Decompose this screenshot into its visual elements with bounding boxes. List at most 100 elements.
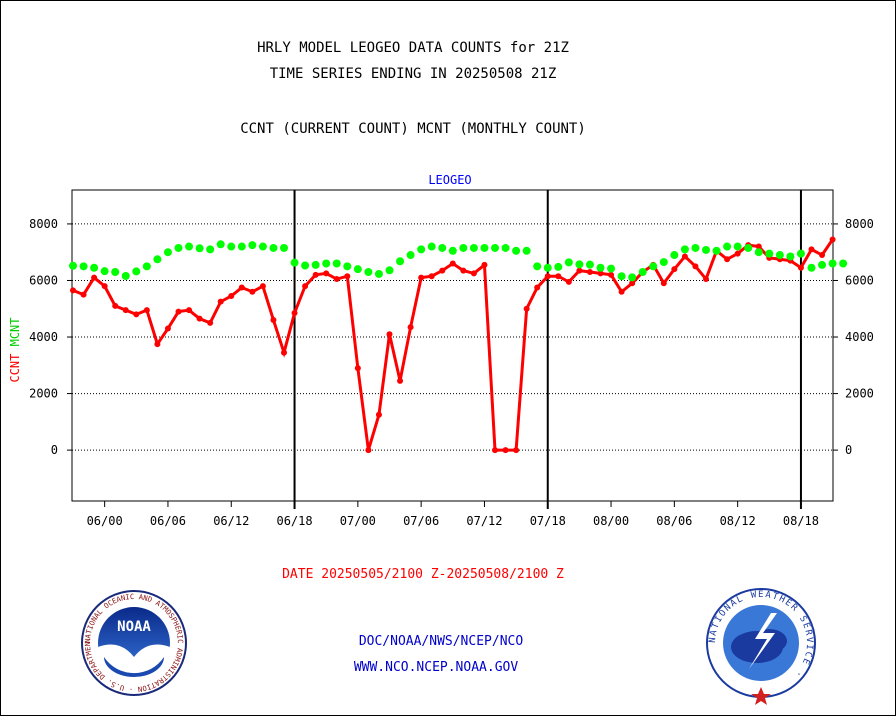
data-point-mcnt bbox=[206, 245, 215, 254]
data-point-ccnt bbox=[133, 311, 140, 318]
data-point-ccnt bbox=[312, 271, 319, 278]
data-point-mcnt bbox=[290, 258, 299, 267]
data-point-mcnt bbox=[617, 272, 626, 281]
plot-title: LEOGEO bbox=[428, 173, 471, 187]
data-point-mcnt bbox=[775, 251, 784, 260]
data-point-ccnt bbox=[354, 365, 361, 372]
org-path-link[interactable]: DOC/NOAA/NWS/NCEP/NCO bbox=[359, 634, 524, 649]
data-point-mcnt bbox=[427, 242, 436, 251]
y-tick-label-left: 6000 bbox=[29, 273, 58, 287]
y-axis-label: CCNT MCNT bbox=[8, 317, 22, 382]
y-axis: 0 0 2000 2000 4000 4000 6000 6000 8000 8000 bbox=[29, 217, 874, 457]
data-point-mcnt bbox=[670, 251, 679, 260]
data-point-ccnt bbox=[70, 287, 76, 294]
nws-logo[interactable]: NATIONAL WEATHER SERVICE · bbox=[706, 588, 816, 705]
data-point-mcnt bbox=[301, 261, 310, 270]
data-point-ccnt bbox=[576, 267, 583, 274]
data-point-mcnt bbox=[554, 262, 563, 271]
data-point-ccnt bbox=[164, 325, 171, 332]
date-range: DATE 20250505/2100 Z-20250508/2100 Z bbox=[282, 567, 564, 582]
data-point-ccnt bbox=[829, 236, 836, 243]
data-point-mcnt bbox=[385, 266, 394, 275]
data-point-ccnt bbox=[101, 283, 108, 290]
data-point-mcnt bbox=[374, 269, 383, 278]
data-point-ccnt bbox=[819, 252, 826, 259]
data-point-mcnt bbox=[258, 242, 267, 251]
data-point-ccnt bbox=[460, 267, 467, 274]
data-point-mcnt bbox=[754, 248, 763, 257]
data-point-mcnt bbox=[828, 259, 837, 268]
noaa-logo[interactable]: NATIONAL OCEANIC AND ATMOSPHERIC ADMINIS… bbox=[81, 590, 187, 696]
data-point-mcnt bbox=[343, 262, 352, 271]
data-point-mcnt bbox=[638, 267, 647, 276]
y-tick-label-right: 8000 bbox=[845, 217, 874, 231]
data-point-ccnt bbox=[534, 284, 541, 291]
data-point-ccnt bbox=[629, 280, 636, 287]
data-point-mcnt bbox=[311, 260, 320, 269]
data-point-ccnt bbox=[470, 270, 477, 277]
data-point-ccnt bbox=[249, 288, 256, 295]
data-point-ccnt bbox=[186, 307, 193, 314]
data-point-ccnt bbox=[439, 267, 446, 274]
data-point-ccnt bbox=[207, 319, 214, 326]
data-point-mcnt bbox=[280, 243, 288, 252]
data-point-ccnt bbox=[196, 315, 203, 322]
y-tick-label-left: 0 bbox=[51, 443, 58, 457]
x-tick-label: 08/12 bbox=[720, 514, 756, 528]
y-tick-label-right: 0 bbox=[845, 443, 852, 457]
data-point-mcnt bbox=[818, 260, 827, 269]
website-link[interactable]: WWW.NCO.NCEP.NOAA.GOV bbox=[354, 660, 519, 675]
data-point-mcnt bbox=[712, 246, 721, 255]
data-point-mcnt bbox=[69, 261, 77, 270]
x-tick-label: 06/18 bbox=[276, 514, 312, 528]
data-point-ccnt bbox=[428, 273, 435, 280]
data-point-ccnt bbox=[502, 447, 509, 454]
data-point-ccnt bbox=[175, 308, 182, 315]
y-tick-label-right: 4000 bbox=[845, 330, 874, 344]
data-point-mcnt bbox=[195, 244, 204, 253]
data-point-ccnt bbox=[544, 273, 551, 280]
data-point-ccnt bbox=[80, 291, 87, 298]
data-point-mcnt bbox=[564, 258, 573, 267]
data-point-ccnt bbox=[734, 250, 741, 257]
data-point-mcnt bbox=[185, 242, 194, 251]
data-point-mcnt bbox=[786, 252, 795, 261]
data-point-ccnt bbox=[703, 276, 709, 283]
data-point-mcnt bbox=[723, 242, 732, 251]
data-point-ccnt bbox=[375, 411, 382, 418]
data-point-mcnt bbox=[248, 241, 257, 250]
data-point-mcnt bbox=[353, 265, 362, 274]
data-point-mcnt bbox=[607, 264, 616, 273]
data-point-ccnt bbox=[481, 261, 488, 268]
data-point-ccnt bbox=[555, 273, 562, 280]
data-point-ccnt bbox=[565, 278, 572, 285]
data-point-mcnt bbox=[543, 263, 552, 272]
data-point-ccnt bbox=[618, 288, 625, 295]
data-point-ccnt bbox=[217, 298, 224, 305]
data-point-mcnt bbox=[702, 245, 710, 254]
data-point-ccnt bbox=[323, 270, 330, 277]
series-line-ccnt bbox=[72, 238, 834, 452]
y-tick-label-right: 2000 bbox=[845, 387, 874, 401]
data-point-mcnt bbox=[522, 246, 531, 255]
data-point-ccnt bbox=[333, 276, 340, 283]
data-point-mcnt bbox=[364, 267, 373, 276]
data-point-ccnt bbox=[808, 246, 815, 253]
data-point-ccnt bbox=[91, 274, 98, 281]
data-point-mcnt bbox=[628, 273, 637, 282]
data-point-mcnt bbox=[111, 267, 120, 276]
data-point-mcnt bbox=[417, 245, 426, 254]
y-tick-label-left: 4000 bbox=[29, 330, 58, 344]
data-point-ccnt bbox=[291, 309, 298, 316]
x-tick-label: 07/18 bbox=[530, 514, 566, 528]
data-point-mcnt bbox=[744, 243, 753, 252]
data-point-mcnt bbox=[839, 259, 848, 268]
data-point-mcnt bbox=[100, 267, 109, 276]
data-point-ccnt bbox=[228, 293, 235, 300]
data-point-mcnt bbox=[596, 263, 605, 272]
data-point-ccnt bbox=[608, 271, 615, 278]
data-point-ccnt bbox=[724, 256, 731, 263]
grid-layer bbox=[72, 190, 833, 509]
data-point-ccnt bbox=[259, 283, 266, 290]
